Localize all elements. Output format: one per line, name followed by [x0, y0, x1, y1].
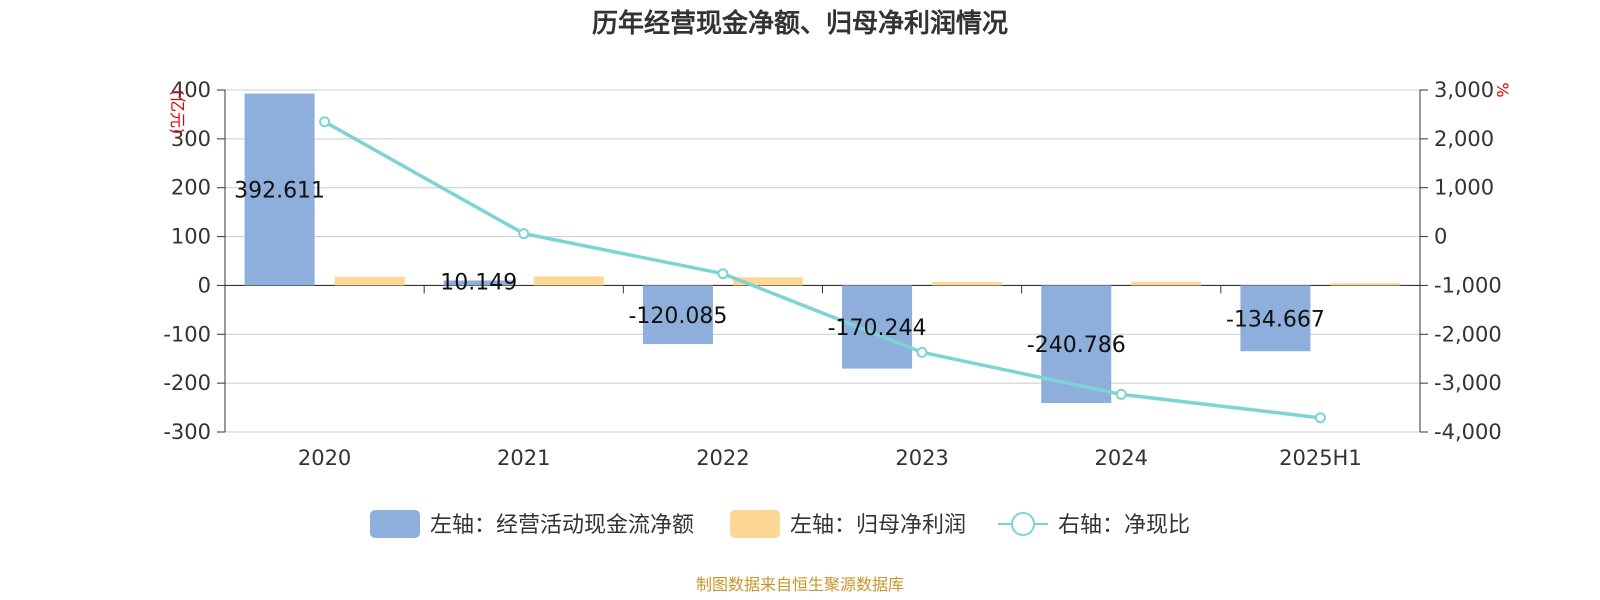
- ratio-point: [916, 346, 928, 358]
- net-profit-bar: [334, 276, 405, 286]
- ratio-point: [319, 116, 331, 128]
- left-tick-label: -200: [163, 371, 211, 395]
- left-tick-label: -100: [163, 322, 211, 346]
- legend-label-net-profit: 左轴：归母净利润: [790, 513, 966, 538]
- ratio-point: [1115, 388, 1127, 400]
- chart-title: 历年经营现金净额、归母净利润情况: [592, 8, 1008, 39]
- grid: [225, 89, 1420, 433]
- legend-label-ratio: 右轴：净现比: [1058, 513, 1190, 538]
- ratio-point: [518, 228, 530, 240]
- right-tick-label: 2,000: [1434, 127, 1494, 151]
- net-profit-bar: [732, 277, 803, 286]
- cash-flow-data-label: 392.611: [234, 179, 325, 204]
- x-tick-label: 2020: [298, 446, 351, 470]
- ratio-point: [1314, 412, 1326, 424]
- left-tick-label: 400: [171, 78, 211, 102]
- cash-flow-bar: [642, 285, 713, 345]
- ratio-line-path: [323, 120, 1321, 420]
- cash-flow-bar: [244, 93, 315, 286]
- cash-flow-data-label: -120.085: [628, 304, 727, 329]
- right-axis-unit: %: [1493, 82, 1512, 97]
- net-profit-bar: [1131, 281, 1202, 286]
- legend[interactable]: 左轴：经营活动现金流净额 左轴：归母净利润 右轴：净现比: [370, 510, 1190, 538]
- x-tick-label: 2025H1: [1279, 446, 1362, 470]
- right-tick-label: -4,000: [1434, 420, 1502, 444]
- cash-flow-data-label: 10.149: [440, 270, 517, 295]
- left-tick-label: 0: [198, 273, 211, 297]
- x-tick-label: 2022: [696, 446, 749, 470]
- source-note: 制图数据来自恒生聚源数据库: [696, 575, 904, 594]
- net-profit-bar: [533, 276, 604, 286]
- data-labels: 392.611 10.149 -120.085 -170.244 -240.786 -13…: [234, 179, 1325, 359]
- legend-swatch-cash-flow: [370, 510, 420, 538]
- bars: [244, 93, 1401, 404]
- right-tick-label: -2,000: [1434, 322, 1502, 346]
- ratio-line: [319, 116, 1326, 424]
- right-tick-label: 1,000: [1434, 176, 1494, 200]
- left-tick-label: 300: [171, 127, 211, 151]
- x-tick-label: 2023: [895, 446, 948, 470]
- legend-marker-ratio: [1011, 512, 1035, 536]
- legend-label-cash-flow: 左轴：经营活动现金流净额: [430, 513, 694, 538]
- right-tick-label: -1,000: [1434, 273, 1502, 297]
- left-axis-unit: (亿元): [168, 90, 187, 135]
- left-tick-label: 200: [171, 176, 211, 200]
- left-tick-label: 100: [171, 225, 211, 249]
- x-tick-label: 2021: [497, 446, 550, 470]
- axes: 400 300 200 100 0 -100 -200 -300 3,000 2,000 1,000…: [163, 78, 1501, 470]
- x-tick-label: 2024: [1095, 446, 1148, 470]
- cash-flow-data-label: -240.786: [1027, 333, 1126, 358]
- cash-flow-data-label: -134.667: [1226, 307, 1325, 332]
- ratio-point: [717, 268, 729, 280]
- right-tick-label: 3,000: [1434, 78, 1494, 102]
- legend-swatch-net-profit: [730, 510, 780, 538]
- right-tick-label: 0: [1434, 225, 1447, 249]
- net-profit-bar: [1330, 283, 1401, 286]
- right-tick-label: -3,000: [1434, 371, 1502, 395]
- cash-flow-data-label: -170.244: [828, 316, 927, 341]
- cash-flow-bar: [1240, 285, 1311, 352]
- cash-flow-bar: [443, 280, 514, 286]
- net-profit-bar: [932, 282, 1003, 286]
- left-tick-label: -300: [163, 420, 211, 444]
